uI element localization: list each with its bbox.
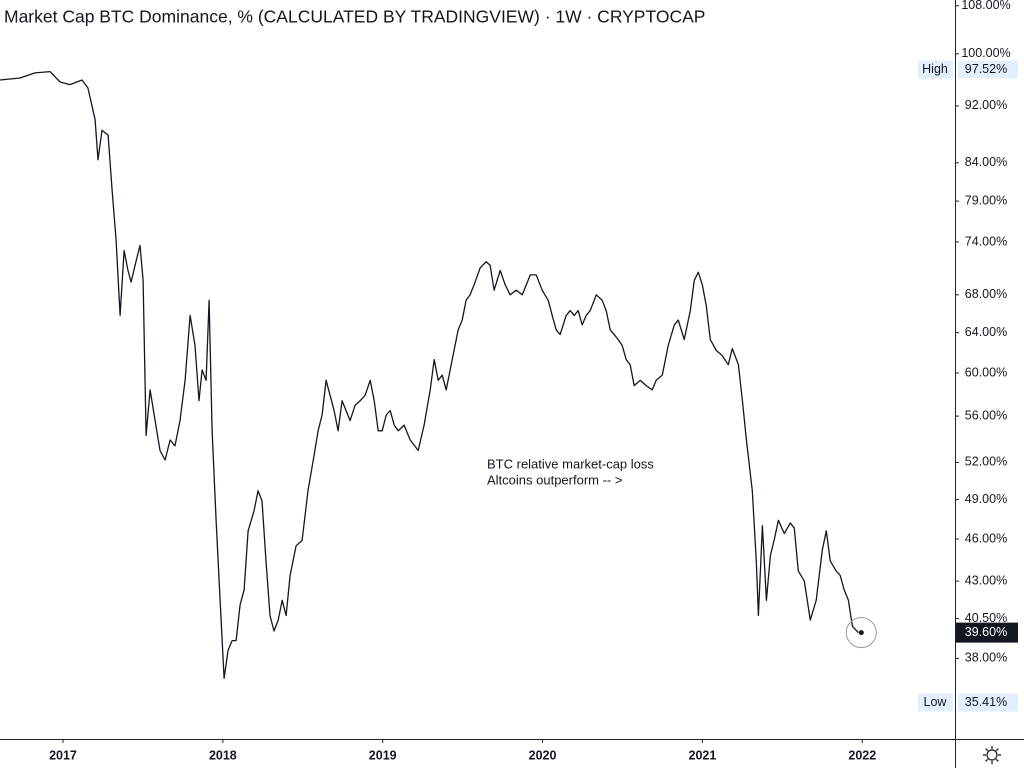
y-tick-label: 49.00% bbox=[965, 492, 1007, 506]
y-tick-label: 100.00% bbox=[961, 46, 1010, 60]
y-tick-label: 74.00% bbox=[965, 234, 1007, 248]
high-value-bg bbox=[958, 60, 1018, 79]
y-tick-label: 92.00% bbox=[965, 98, 1007, 112]
low-tag-bg bbox=[918, 693, 953, 712]
chart-title: Market Cap BTC Dominance, % (CALCULATED … bbox=[4, 7, 705, 27]
plot-area bbox=[0, 70, 859, 680]
high-value-label: 97.52% bbox=[965, 62, 1007, 76]
y-tick-label: 40.50% bbox=[965, 611, 1007, 625]
price-line bbox=[0, 70, 859, 680]
y-tick-label: 43.00% bbox=[965, 573, 1007, 587]
low-tag-label: Low bbox=[924, 695, 948, 709]
x-tick-label: 2018 bbox=[209, 748, 237, 762]
low-value-label: 35.41% bbox=[965, 695, 1007, 709]
y-tick-label: 46.00% bbox=[965, 531, 1007, 545]
annotation: BTC relative market-cap loss bbox=[487, 456, 654, 471]
y-tick-label: 64.00% bbox=[965, 325, 1007, 339]
x-tick-label: 2020 bbox=[529, 748, 557, 762]
y-tick-label: 68.00% bbox=[965, 287, 1007, 301]
y-tick-label: 56.00% bbox=[965, 408, 1007, 422]
last-value-label: 39.60% bbox=[965, 625, 1007, 639]
last-value-bg bbox=[956, 622, 1018, 643]
x-tick-label: 2021 bbox=[689, 748, 717, 762]
y-tick-label: 79.00% bbox=[965, 193, 1007, 207]
settings-icon[interactable] bbox=[983, 746, 1001, 764]
x-tick-label: 2019 bbox=[369, 748, 397, 762]
y-tick-label: 108.00% bbox=[961, 0, 1010, 12]
low-value-bg bbox=[958, 693, 1018, 712]
x-tick-label: 2017 bbox=[49, 748, 77, 762]
annotation: Altcoins outperform -- > bbox=[487, 472, 622, 487]
y-tick-label: 38.00% bbox=[965, 651, 1007, 665]
y-tick-label: 84.00% bbox=[965, 155, 1007, 169]
last-point bbox=[858, 630, 864, 636]
high-tag-bg bbox=[918, 60, 953, 79]
y-tick-label: 60.00% bbox=[965, 365, 1007, 379]
last-point-ring bbox=[845, 617, 877, 649]
high-tag-label: High bbox=[922, 62, 948, 76]
y-tick-label: 52.00% bbox=[965, 455, 1007, 469]
x-tick-label: 2022 bbox=[848, 748, 876, 762]
